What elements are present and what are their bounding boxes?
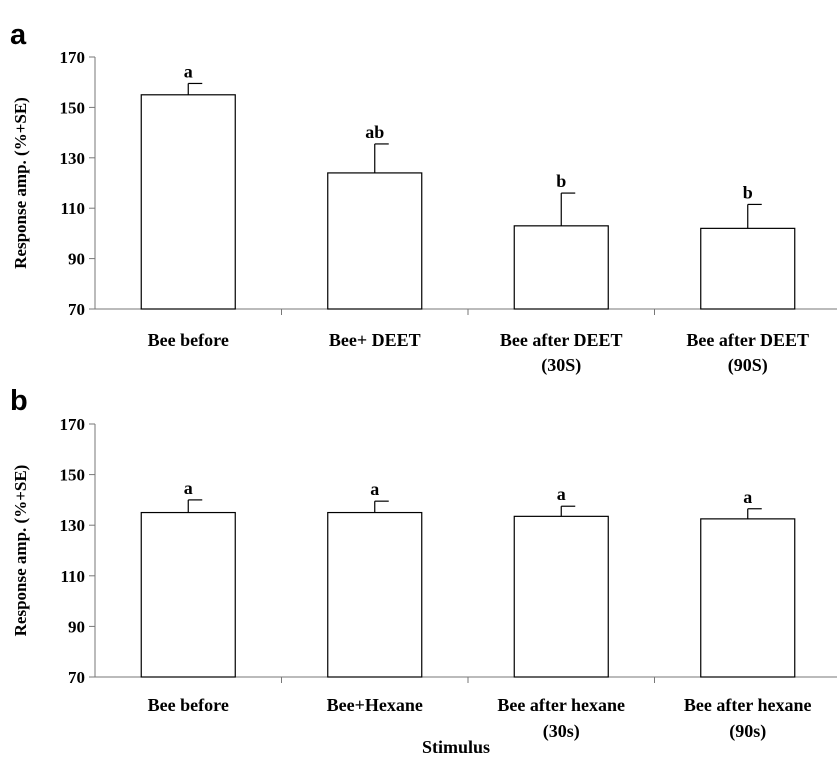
y-tick-label: 90 xyxy=(68,250,85,269)
y-tick-label: 170 xyxy=(60,415,86,434)
x-tick-label: Bee before xyxy=(148,330,229,350)
panel-label: b xyxy=(10,385,28,417)
x-tick-label: Bee+ DEET xyxy=(329,330,421,350)
x-tick-label: Bee after hexane xyxy=(684,695,812,715)
x-axis-label: Stimulus xyxy=(422,737,490,757)
y-tick-label: 150 xyxy=(60,466,86,485)
bar xyxy=(700,227,796,310)
y-tick-label: 110 xyxy=(60,199,85,218)
y-tick-label: 90 xyxy=(68,617,85,636)
y-tick-label: 170 xyxy=(60,48,86,67)
x-tick-label: (90S) xyxy=(728,355,768,376)
significance-label: b xyxy=(556,171,566,191)
panel-a: a 70 90 110 130 150 170 Response amp. (%+SE) a Be… xyxy=(10,19,837,376)
bar xyxy=(513,515,609,678)
x-tick-label: Bee after DEET xyxy=(500,330,623,350)
bar xyxy=(513,225,609,310)
bar xyxy=(140,511,236,678)
x-tick-label: (30S) xyxy=(541,355,581,376)
x-tick-label: (30s) xyxy=(543,721,580,742)
x-tick-label: (90s) xyxy=(729,721,766,742)
bar xyxy=(140,94,236,310)
y-tick-label: 130 xyxy=(60,149,86,168)
x-tick-label: Bee after hexane xyxy=(497,695,625,715)
significance-label: a xyxy=(557,484,566,504)
significance-label: a xyxy=(743,487,752,507)
y-tick-label: 70 xyxy=(68,300,85,319)
x-tick-label: Bee+Hexane xyxy=(327,695,423,715)
x-tick-label: Bee before xyxy=(148,695,229,715)
significance-label: a xyxy=(184,61,193,81)
panel-b: b 70 90 110 130 150 170 Response amp. (%+SE) a Be… xyxy=(10,385,837,757)
bar xyxy=(327,172,423,310)
bar xyxy=(327,511,423,678)
significance-label: b xyxy=(743,182,753,202)
y-axis-label: Response amp. (%+SE) xyxy=(11,465,30,637)
significance-label: a xyxy=(370,479,379,499)
x-tick-label: Bee after DEET xyxy=(686,330,809,350)
y-tick-label: 130 xyxy=(60,516,86,535)
y-tick-label: 110 xyxy=(60,567,85,586)
bar xyxy=(700,518,796,678)
y-tick-label: 150 xyxy=(60,98,86,117)
panel-label: a xyxy=(10,19,27,51)
significance-label: ab xyxy=(365,122,384,142)
y-axis-label: Response amp. (%+SE) xyxy=(11,97,30,269)
y-tick-label: 70 xyxy=(68,668,85,687)
significance-label: a xyxy=(184,478,193,498)
